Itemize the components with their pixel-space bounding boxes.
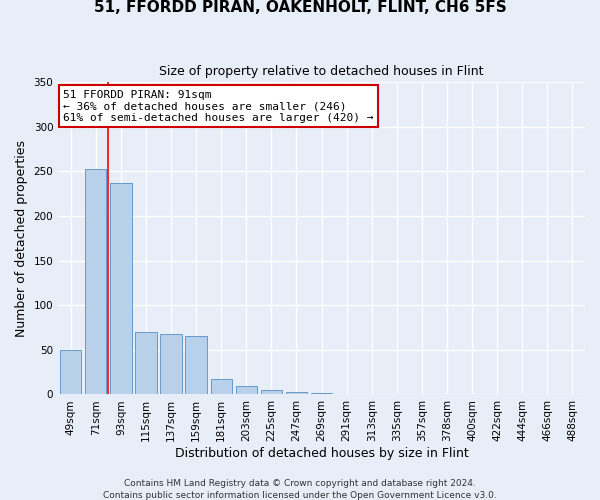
Title: Size of property relative to detached houses in Flint: Size of property relative to detached ho… (160, 65, 484, 78)
Bar (85, 170, 106, 394)
Bar (60, 350, 82, 395)
Bar (236, 386, 257, 394)
Bar (160, 334, 182, 394)
Text: 51, FFORDD PIRAN, OAKENHOLT, FLINT, CH6 5FS: 51, FFORDD PIRAN, OAKENHOLT, FLINT, CH6 … (94, 0, 506, 15)
Bar (311, 392, 332, 394)
Text: 51 FFORDD PIRAN: 91sqm
← 36% of detached houses are smaller (246)
61% of semi-de: 51 FFORDD PIRAN: 91sqm ← 36% of detached… (64, 90, 374, 123)
Y-axis label: Number of detached properties: Number of detached properties (15, 140, 28, 336)
Bar (211, 380, 232, 394)
Bar (185, 336, 207, 394)
Bar (110, 183, 131, 394)
Bar (136, 332, 157, 394)
Bar (286, 392, 307, 394)
Text: Contains HM Land Registry data © Crown copyright and database right 2024.
Contai: Contains HM Land Registry data © Crown c… (103, 478, 497, 500)
X-axis label: Distribution of detached houses by size in Flint: Distribution of detached houses by size … (175, 447, 469, 460)
Bar (261, 390, 282, 394)
